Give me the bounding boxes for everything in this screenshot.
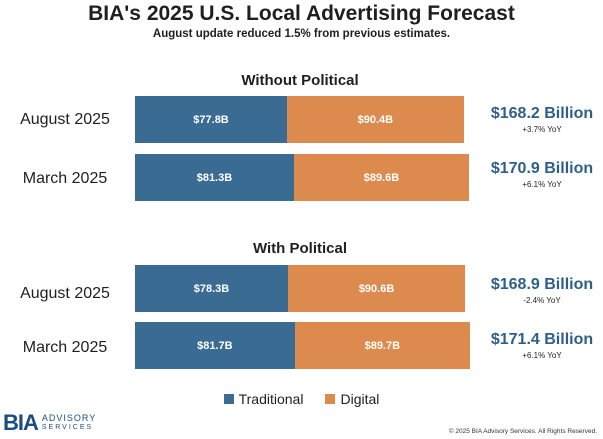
legend-label-traditional: Traditional [238,391,304,407]
logo-line-services: SERVICES [41,424,94,431]
stacked-bar-with-aug: $78.3B $90.6B [135,265,466,312]
legend-swatch-digital [325,394,336,404]
total-amount: $168.2 Billion [490,105,594,122]
total-amount: $170.9 Billion [490,160,594,177]
bar-segment-digital: $89.6B [293,154,469,201]
total-with-mar: $171.4 Billion +6.1% YoY [482,331,602,360]
bia-logo: BIA ADVISORY SERVICES [3,412,96,434]
total-without-mar: $170.9 Billion +6.1% YoY [482,160,602,189]
legend-swatch-traditional [223,394,234,404]
row-label-with-aug: August 2025 [20,285,110,302]
stacked-bar-with-mar: $81.7B $89.7B [135,322,470,369]
legend-item-traditional: Traditional [223,391,304,407]
yoy-change: +3.7% YoY [522,125,562,134]
bar-segment-traditional: $81.7B [135,322,295,369]
stacked-bar-without-mar: $81.3B $89.6B [135,154,469,201]
chart-subtitle: August update reduced 1.5% from previous… [152,28,451,40]
bar-segment-digital: $90.6B [288,265,466,312]
bar-segment-digital: $89.7B [294,322,470,369]
total-with-aug: $168.9 Billion -2.4% YoY [482,276,602,305]
yoy-change: -2.4% YoY [523,296,561,305]
group-title-without-political: Without Political [241,72,359,89]
legend-item-digital: Digital [325,391,379,407]
yoy-change: +6.1% YoY [522,351,562,360]
logo-line-advisory: ADVISORY [41,413,97,423]
bar-segment-traditional: $78.3B [135,265,289,312]
yoy-change: +6.1% YoY [522,180,562,189]
total-amount: $171.4 Billion [490,331,594,348]
logo-subtitle: ADVISORY SERVICES [42,414,96,432]
total-without-aug: $168.2 Billion +3.7% YoY [482,105,602,134]
copyright-notice: © 2025 BIA Advisory Services. All Rights… [448,428,597,435]
row-label-without-aug: August 2025 [20,111,110,128]
chart-legend: Traditional Digital [0,391,603,407]
row-label-without-mar: March 2025 [22,170,108,187]
chart-title: BIA's 2025 U.S. Local Advertising Foreca… [88,2,515,25]
bar-segment-digital: $90.4B [287,96,464,143]
row-label-with-mar: March 2025 [22,339,108,356]
stacked-bar-without-aug: $77.8B $90.4B [135,96,464,143]
total-amount: $168.9 Billion [490,276,594,293]
group-title-with-political: With Political [252,240,348,257]
bar-segment-traditional: $81.3B [135,154,294,201]
bar-segment-traditional: $77.8B [135,96,288,143]
legend-label-digital: Digital [340,391,380,407]
logo-wordmark: BIA [3,410,39,435]
